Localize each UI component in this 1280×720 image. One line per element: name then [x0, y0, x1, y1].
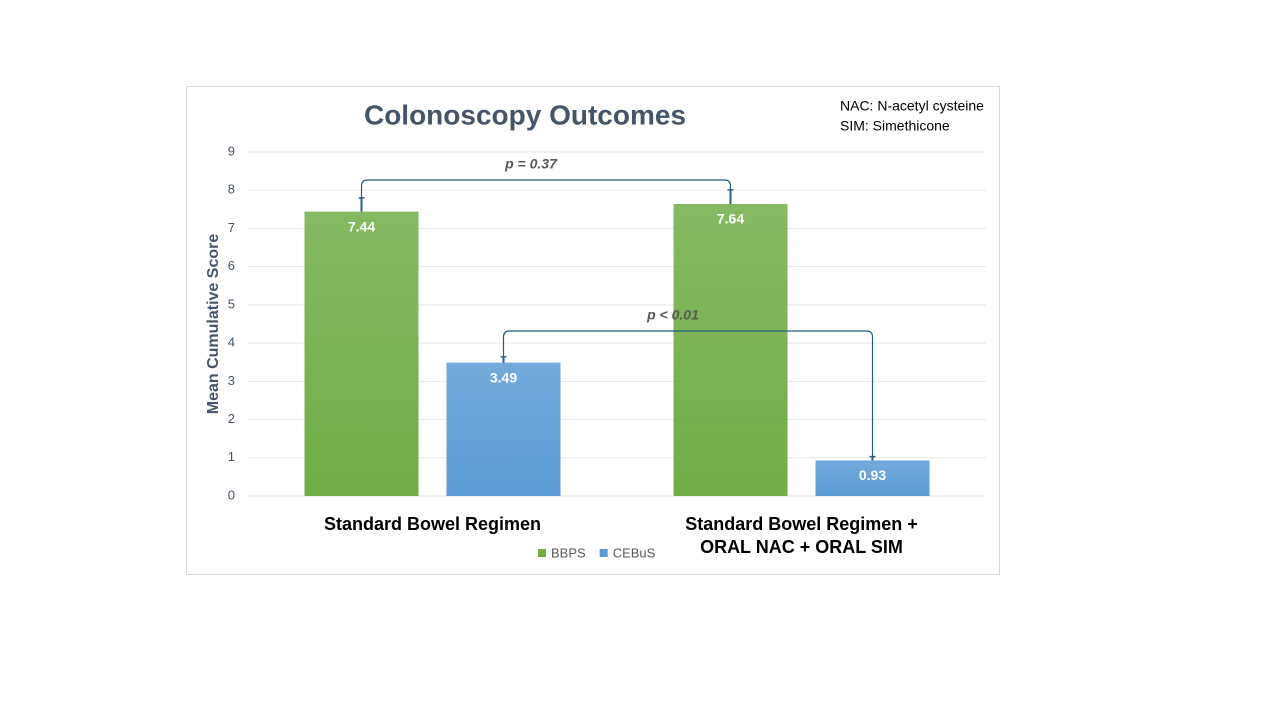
bar: [673, 203, 788, 496]
y-tick-label: 5: [228, 296, 235, 311]
value-label: 0.93: [859, 467, 886, 483]
note: NAC: N-acetyl cysteine: [840, 98, 984, 114]
legend-label: CEBuS: [613, 545, 656, 560]
legend-swatch: [538, 549, 546, 557]
bar: [446, 362, 561, 496]
bracket: [360, 179, 732, 198]
x-tick-label: Standard Bowel Regimen: [323, 514, 542, 534]
legend-label: BBPS: [551, 545, 586, 560]
x-tick-label: Standard Bowel Regimen + ORAL NAC + ORAL…: [685, 514, 918, 557]
y-tick-label: 6: [228, 258, 235, 273]
chart-title: Colonoscopy Outcomes: [364, 99, 686, 130]
p-value: p = 0.37: [504, 156, 558, 172]
bar: [815, 460, 930, 496]
y-tick-label: 1: [228, 449, 235, 464]
value-label: 7.44: [348, 218, 375, 234]
value-label: 3.49: [490, 369, 517, 385]
legend-swatch: [599, 549, 608, 557]
value-label: 7.64: [717, 211, 744, 227]
y-tick-label: 2: [228, 411, 235, 426]
bracket: [502, 330, 874, 457]
y-tick-label: 8: [228, 182, 235, 197]
note: SIM: Simethicone: [840, 118, 950, 134]
y-tick-label: 3: [228, 373, 235, 388]
bar: [304, 211, 419, 497]
y-tick-label: 4: [228, 335, 235, 350]
y-tick-label: 7: [228, 220, 235, 235]
y-tick-label: 9: [228, 143, 235, 158]
y-tick-label: 0: [228, 487, 235, 502]
p-value: p < 0.01: [646, 307, 699, 323]
y-axis-label: Mean Cumulative Score: [205, 234, 222, 415]
